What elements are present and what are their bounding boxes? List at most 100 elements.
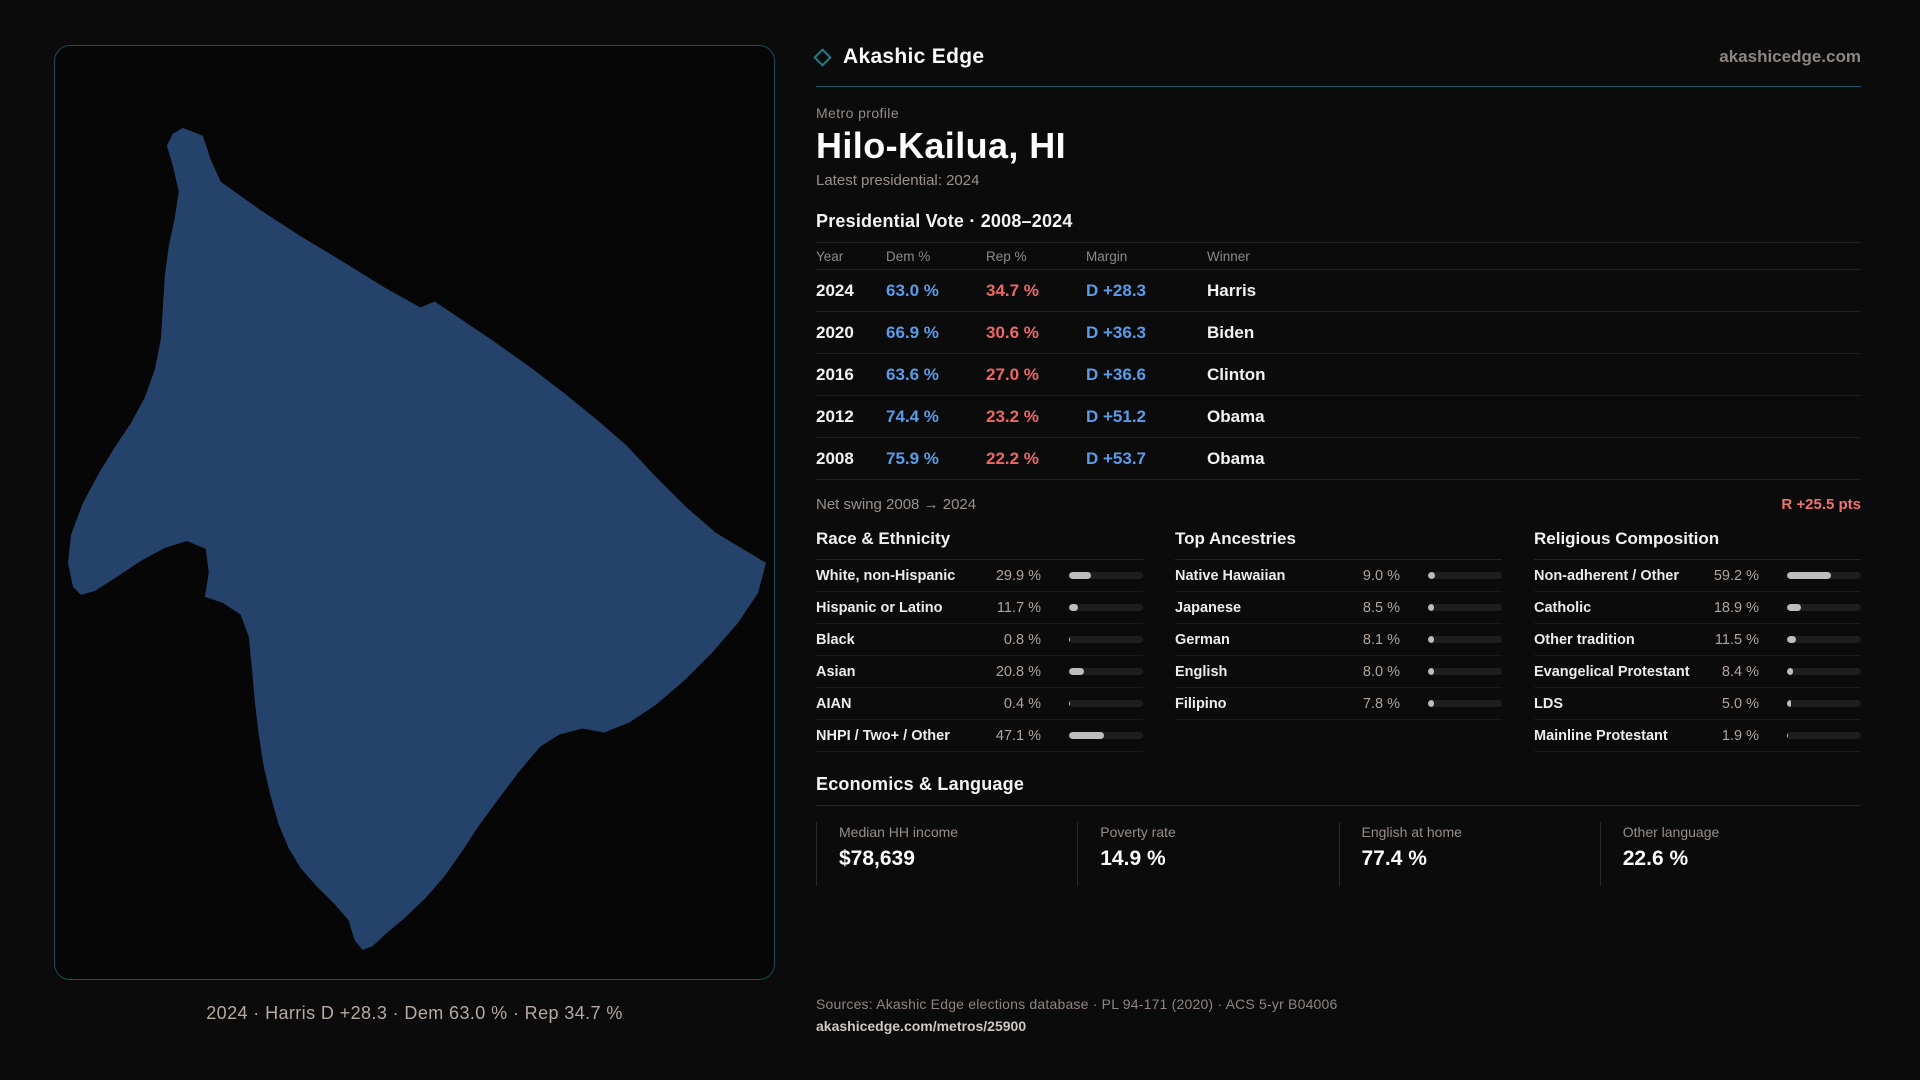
stat-card: Other language 22.6 % xyxy=(1599,822,1861,886)
table-row[interactable]: 2024 63.0 % 34.7 % D +28.3 Harris xyxy=(816,270,1861,312)
vote-margin: D +53.7 xyxy=(1086,448,1147,468)
list-item: White, non-Hispanic 29.9 % xyxy=(816,560,1143,592)
permalink-link[interactable]: akashicedge.com/metros/25900 xyxy=(816,1018,1027,1034)
stat-label: English at home xyxy=(1361,824,1462,840)
page-footer: Sources: Akashic Edge elections database… xyxy=(816,996,1861,1034)
demo-value: 47.1 % xyxy=(995,727,1041,744)
list-item: German 8.1 % xyxy=(1175,624,1502,656)
vote-rep: 34.7 % xyxy=(986,280,1039,300)
demo-bar-fill xyxy=(1069,572,1092,579)
stat-card: Poverty rate 14.9 % xyxy=(1077,822,1338,886)
economics-cards: Median HH income $78,639 Poverty rate 14… xyxy=(816,822,1861,886)
demo-value: 0.8 % xyxy=(1003,631,1041,648)
header-divider xyxy=(816,86,1861,87)
economics-section: Economics & Language Median HH income $7… xyxy=(816,774,1861,886)
demo-bar xyxy=(1428,636,1502,643)
vote-rep: 22.2 % xyxy=(986,448,1039,468)
demo-value: 11.7 % xyxy=(996,599,1041,616)
presidential-vote-table: Year Dem % Rep % Margin Winner 2024 63.0… xyxy=(816,242,1861,480)
vote-year: 2012 xyxy=(816,406,854,426)
col-header-year: Year xyxy=(816,248,844,264)
list-item: Native Hawaiian 9.0 % xyxy=(1175,560,1502,592)
economics-title: Economics & Language xyxy=(816,774,1025,794)
profile-eyebrow: Metro profile xyxy=(816,105,900,121)
demo-value: 8.0 % xyxy=(1362,663,1400,680)
vote-rep: 23.2 % xyxy=(986,406,1039,426)
demo-value: 1.9 % xyxy=(1721,727,1759,744)
demo-bar-fill xyxy=(1428,572,1435,579)
demo-label: Evangelical Protestant xyxy=(1534,663,1690,680)
demo-label: LDS xyxy=(1534,695,1563,712)
stat-card: Median HH income $78,639 xyxy=(816,822,1077,886)
list-item: Filipino 7.8 % xyxy=(1175,688,1502,720)
stat-label: Median HH income xyxy=(839,824,959,840)
demo-value: 8.4 % xyxy=(1721,663,1759,680)
table-row[interactable]: 2012 74.4 % 23.2 % D +51.2 Obama xyxy=(816,396,1861,438)
vote-year: 2016 xyxy=(816,364,854,384)
net-swing-row: Net swing 2008 → 2024 R +25.5 pts xyxy=(816,496,1861,513)
stat-value: 22.6 % xyxy=(1622,847,1689,870)
demo-bar-fill xyxy=(1069,604,1078,611)
demo-label: Other tradition xyxy=(1534,631,1635,648)
list-item: Asian 20.8 % xyxy=(816,656,1143,688)
demo-label: AIAN xyxy=(816,695,852,712)
stat-label: Poverty rate xyxy=(1100,824,1176,840)
main-content: Akashic Edge akashicedge.com Metro profi… xyxy=(813,40,1861,886)
demo-label: Asian xyxy=(816,663,856,680)
demo-value: 8.1 % xyxy=(1362,631,1400,648)
vote-winner: Obama xyxy=(1207,448,1265,468)
demo-label: Catholic xyxy=(1534,599,1592,616)
demo-bar xyxy=(1787,668,1861,675)
table-row[interactable]: 2008 75.9 % 22.2 % D +53.7 Obama xyxy=(816,438,1861,480)
demo-bar xyxy=(1428,572,1502,579)
demo-bar xyxy=(1069,700,1143,707)
demo-value: 18.9 % xyxy=(1713,599,1759,616)
vote-winner: Clinton xyxy=(1207,364,1266,384)
demo-value: 20.8 % xyxy=(995,663,1041,680)
demo-label: English xyxy=(1175,663,1228,680)
demo-bar-fill xyxy=(1787,604,1801,611)
vote-margin: D +36.6 xyxy=(1086,364,1147,384)
sources-text: Sources: Akashic Edge elections database… xyxy=(816,996,1338,1012)
island-shape[interactable] xyxy=(67,127,767,951)
list-item: NHPI / Two+ / Other 47.1 % xyxy=(816,720,1143,752)
stat-value: 77.4 % xyxy=(1361,847,1427,870)
demo-value: 7.8 % xyxy=(1362,695,1400,712)
col-header-winner: Winner xyxy=(1207,248,1250,264)
list-item: Catholic 18.9 % xyxy=(1534,592,1861,624)
demo-value: 59.2 % xyxy=(1713,567,1759,584)
vote-dem: 66.9 % xyxy=(886,322,939,342)
list-item: Hispanic or Latino 11.7 % xyxy=(816,592,1143,624)
demo-col-title: Race & Ethnicity xyxy=(816,529,1143,560)
demo-bar xyxy=(1069,668,1143,675)
demo-label: Japanese xyxy=(1175,599,1242,616)
list-item: Other tradition 11.5 % xyxy=(1534,624,1861,656)
table-row[interactable]: 2016 63.6 % 27.0 % D +36.6 Clinton xyxy=(816,354,1861,396)
demo-value: 29.9 % xyxy=(995,567,1041,584)
demo-bar xyxy=(1428,668,1502,675)
map-caption: 2024 · Harris D +28.3 · Dem 63.0 % · Rep… xyxy=(206,1003,623,1023)
demo-bar-fill xyxy=(1069,732,1104,739)
demo-value: 0.4 % xyxy=(1003,695,1041,712)
vote-rep: 30.6 % xyxy=(986,322,1039,342)
demo-label: Mainline Protestant xyxy=(1534,727,1668,744)
brand-domain-link[interactable]: akashicedge.com xyxy=(1719,47,1861,66)
vote-margin: D +28.3 xyxy=(1086,280,1147,300)
net-swing-label: Net swing 2008 → 2024 xyxy=(816,496,977,513)
latest-presidential-label: Latest presidential: 2024 xyxy=(816,172,980,189)
demo-bar-fill xyxy=(1787,572,1831,579)
demo-bar-fill xyxy=(1787,732,1789,739)
list-item: English 8.0 % xyxy=(1175,656,1502,688)
stat-value: $78,639 xyxy=(839,847,915,870)
list-item: LDS 5.0 % xyxy=(1534,688,1861,720)
col-header-dem: Dem % xyxy=(886,248,931,264)
table-row[interactable]: 2020 66.9 % 30.6 % D +36.3 Biden xyxy=(816,312,1861,354)
demo-label: White, non-Hispanic xyxy=(816,567,956,584)
demographics: Race & Ethnicity White, non-Hispanic 29.… xyxy=(816,529,1861,752)
vote-year: 2024 xyxy=(816,280,854,300)
demo-col-list: Native Hawaiian 9.0 % Japanese 8.5 % Ger… xyxy=(1175,560,1502,720)
demo-bar-fill xyxy=(1787,668,1794,675)
demo-bar-fill xyxy=(1787,636,1796,643)
demo-bar xyxy=(1787,636,1861,643)
demo-bar-fill xyxy=(1069,636,1070,643)
